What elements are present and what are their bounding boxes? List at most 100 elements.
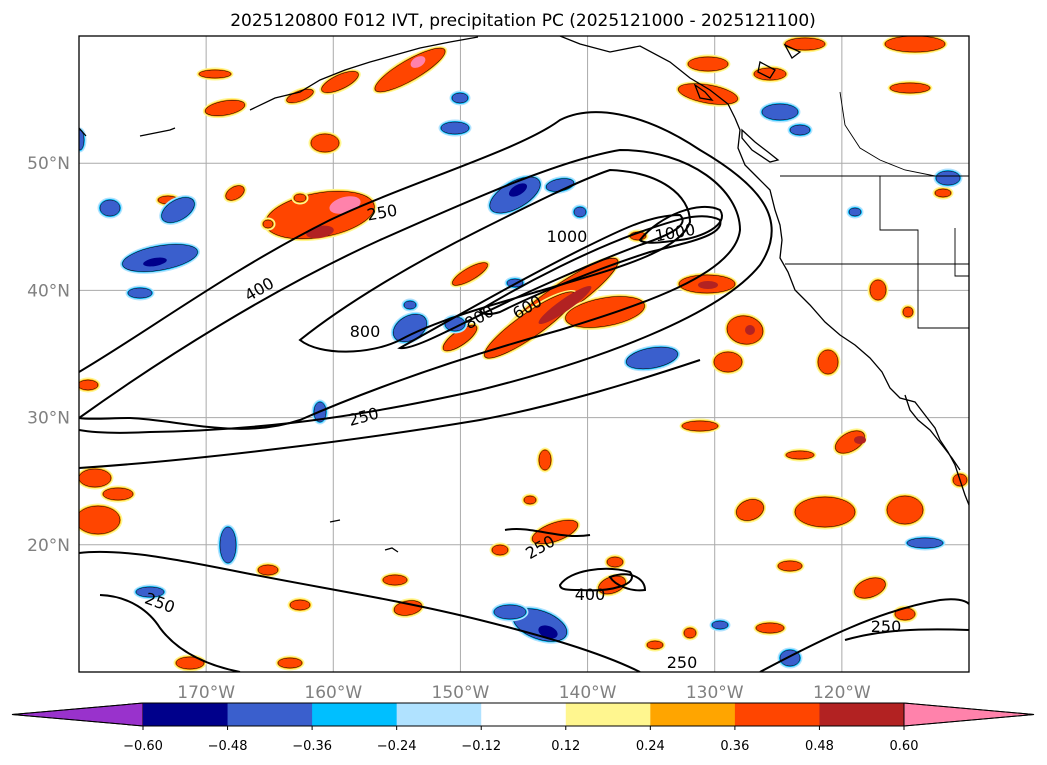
ivt-contour-label: 250 (667, 653, 698, 672)
pc-band (262, 219, 274, 229)
ivt-contour (79, 148, 742, 430)
positive-pc-blob (440, 322, 480, 354)
pc-band (889, 82, 931, 94)
negative-pc-blob (97, 197, 123, 219)
pc-band (935, 170, 961, 186)
pc-band (219, 526, 237, 564)
ivt-contour (558, 567, 633, 592)
positive-pc-blob (372, 46, 448, 94)
ivt-contour (608, 573, 647, 592)
pc-core (854, 436, 866, 444)
north-america-coast (734, 117, 969, 506)
positive-pc-blob (79, 503, 123, 537)
lat-label: 40°N (27, 281, 70, 301)
pc-band (135, 586, 165, 598)
negative-pc-blob (449, 90, 471, 106)
negative-pc-blob (401, 298, 419, 312)
pc-band (713, 351, 743, 373)
lon-label: 170°W (177, 683, 235, 703)
pc-band (761, 103, 799, 121)
positive-pc-blob (450, 260, 490, 288)
positive-pc-blob (100, 485, 136, 503)
lon-label: 160°W (304, 683, 362, 703)
pc-band (755, 622, 785, 634)
colorbar-tick-label: 0.12 (551, 739, 580, 754)
pc-band (886, 495, 924, 525)
colorbar-tick-label: −0.36 (292, 739, 332, 754)
positive-pc-blob (852, 575, 888, 601)
ivt-contour (298, 168, 692, 353)
negative-pc-blob (79, 127, 87, 153)
pc-band (127, 287, 153, 299)
colorbar-tick-label: 0.24 (636, 739, 665, 754)
pc-band (565, 296, 645, 328)
ivt-contour (504, 528, 591, 537)
positive-pc-blob (932, 186, 954, 200)
negative-pc-blob (438, 119, 472, 137)
colorbar-tick-label: 0.48 (805, 739, 834, 754)
pc-core (745, 325, 755, 335)
positive-pc-blob (681, 625, 699, 641)
pc-band (205, 100, 245, 116)
pc-band (711, 620, 729, 630)
ivt-contour-label: 1000 (547, 227, 588, 246)
pc-band (175, 656, 205, 670)
pc-band (79, 505, 121, 535)
negative-pc-blob (217, 524, 239, 566)
colorbar-segment (396, 703, 482, 726)
pc-band (934, 188, 952, 198)
ivt-contour (397, 213, 684, 350)
positive-pc-blob (815, 347, 841, 377)
pc-band (286, 89, 314, 103)
colorbar-extend-high (903, 702, 1035, 727)
positive-pc-blob (260, 217, 276, 231)
colorbar-segment (819, 703, 905, 726)
negative-pc-blob (846, 205, 864, 219)
positive-pc-blob (223, 183, 247, 203)
positive-pc-blob (202, 97, 248, 119)
pc-band (198, 69, 232, 79)
pc-core (538, 625, 558, 639)
pc-band (794, 496, 856, 528)
pc-band (491, 544, 509, 556)
ivt-contours (79, 111, 969, 672)
positive-pc-blob (563, 294, 647, 330)
colorbar-segment (481, 703, 567, 726)
positive-pc-blob (783, 448, 817, 462)
negative-pc-blob (571, 204, 589, 220)
pc-band (835, 430, 865, 454)
ivt-contour (759, 598, 969, 672)
pc-band (225, 185, 245, 201)
political-borders (780, 91, 969, 329)
pc-band (854, 577, 886, 599)
pc-band (403, 300, 417, 310)
alaska-coast (79, 36, 736, 137)
ivt-contour (79, 111, 773, 434)
ivt-contour (638, 205, 723, 244)
positive-pc-blob (287, 597, 313, 613)
pc-band (452, 262, 488, 286)
pc-band (906, 537, 944, 549)
pc-band (393, 600, 423, 616)
pc-band (451, 92, 469, 104)
positive-pc-blob (284, 86, 316, 106)
pc-band (646, 640, 664, 650)
pc-band (606, 556, 624, 568)
pc-core (508, 183, 528, 197)
ivt-contour (99, 594, 241, 672)
positive-pc-blob (792, 494, 858, 530)
pc-band (869, 279, 887, 301)
colorbar-tick-label: 0.60 (890, 739, 919, 754)
pc-band (374, 47, 446, 93)
pc-band (257, 564, 279, 576)
positive-pc-blob (679, 418, 721, 434)
pc-core (538, 285, 592, 325)
positive-pc-blob (319, 69, 361, 95)
negative-pc-blob (133, 584, 167, 600)
positive-pc-blob (489, 542, 511, 558)
ivt-contour (79, 359, 701, 469)
pc-band (293, 193, 307, 203)
pc-band (277, 657, 303, 669)
pc-core (410, 56, 426, 68)
vancouver-island (741, 128, 780, 163)
